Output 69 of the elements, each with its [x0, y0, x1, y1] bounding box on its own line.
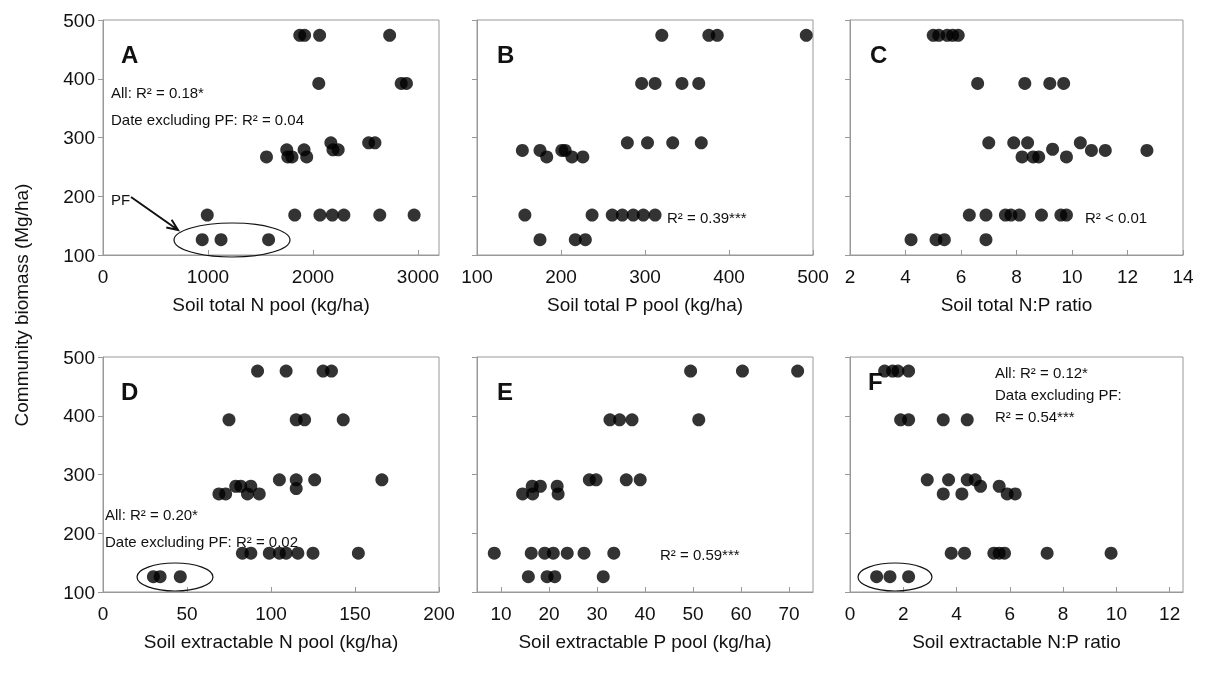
- x-tick-label: 10: [1061, 266, 1083, 287]
- y-tick-label: 400: [63, 68, 95, 90]
- x-tick-label: 4: [900, 266, 912, 287]
- x-tick-label: 200: [423, 603, 455, 624]
- annotation: All: R² = 0.12*: [995, 364, 1089, 381]
- x-tick-label: 500: [797, 266, 829, 287]
- x-tick-label: 60: [730, 603, 752, 624]
- annotation: B: [497, 40, 515, 68]
- annotation: E: [497, 377, 514, 405]
- x-tick-label: 300: [629, 266, 661, 287]
- x-tick-label: 100: [255, 603, 287, 624]
- x-tick-label: 10: [490, 603, 512, 624]
- x-tick-label: 150: [339, 603, 371, 624]
- y-tick-label: 200: [63, 522, 95, 544]
- annotation: R² = 0.54***: [995, 408, 1075, 425]
- x-axis-title: Soil extractable N:P ratio: [912, 631, 1121, 652]
- x-tick-label: 400: [713, 266, 745, 287]
- x-tick-label: 30: [586, 603, 608, 624]
- x-tick-label: 4: [951, 603, 963, 624]
- x-tick-label: 2: [897, 603, 909, 624]
- annotation: R² = 0.39***: [667, 209, 747, 226]
- annotation: Date excluding PF: R² = 0.04: [111, 111, 305, 128]
- y-tick-label: 100: [63, 244, 95, 266]
- x-axis-title: Soil extractable P pool (kg/ha): [518, 631, 772, 652]
- x-tick-label: 40: [634, 603, 656, 624]
- x-axis-title: Soil total N pool (kg/ha): [172, 294, 370, 315]
- x-tick-label: 200: [545, 266, 577, 287]
- annotation: All: R² = 0.20*: [105, 506, 199, 523]
- x-tick-label: 50: [176, 603, 198, 624]
- y-tick-label: 500: [63, 9, 95, 31]
- x-tick-label: 1000: [186, 266, 230, 287]
- annotation: D: [121, 377, 139, 405]
- annotation: Data excluding PF:: [995, 386, 1122, 403]
- x-tick-label: 0: [97, 266, 109, 287]
- y-tick-label: 400: [63, 405, 95, 427]
- x-axis-title: Soil extractable N pool (kg/ha): [143, 631, 399, 652]
- x-tick-label: 12: [1159, 603, 1181, 624]
- x-axis-title: Soil total P pool (kg/ha): [546, 294, 744, 315]
- x-tick-label: 8: [1057, 603, 1069, 624]
- annotation: Date excluding PF: R² = 0.02: [105, 533, 299, 550]
- x-tick-label: 8: [1011, 266, 1022, 287]
- annotation: R² < 0.01: [1085, 209, 1148, 226]
- annotation: R² = 0.59***: [660, 546, 740, 563]
- x-tick-label: 0: [844, 603, 856, 624]
- x-tick-label: 3000: [396, 266, 440, 287]
- x-tick-label: 2: [844, 266, 856, 287]
- x-tick-label: 2000: [291, 266, 335, 287]
- y-axis-title: Community biomass (Mg/ha): [11, 183, 33, 427]
- x-tick-label: 12: [1116, 266, 1139, 287]
- x-tick-label: 100: [461, 266, 493, 287]
- annotation: C: [870, 40, 888, 68]
- y-tick-label: 500: [63, 346, 95, 368]
- x-tick-label: 6: [1004, 603, 1016, 624]
- annotation: PF: [111, 191, 131, 208]
- y-tick-label: 300: [63, 464, 95, 485]
- annotation: F: [868, 367, 883, 395]
- y-tick-label: 300: [63, 127, 95, 148]
- annotation: A: [121, 40, 139, 68]
- x-tick-label: 70: [778, 603, 800, 624]
- x-tick-label: 0: [97, 603, 109, 624]
- x-tick-label: 10: [1105, 603, 1127, 624]
- x-tick-label: 20: [538, 603, 560, 624]
- y-tick-label: 100: [63, 581, 95, 603]
- y-tick-label: 200: [63, 185, 95, 207]
- x-tick-label: 14: [1172, 266, 1194, 287]
- x-tick-label: 50: [682, 603, 704, 624]
- annotation: All: R² = 0.18*: [111, 84, 205, 101]
- x-axis-title: Soil total N:P ratio: [940, 294, 1093, 315]
- x-tick-label: 6: [955, 266, 967, 287]
